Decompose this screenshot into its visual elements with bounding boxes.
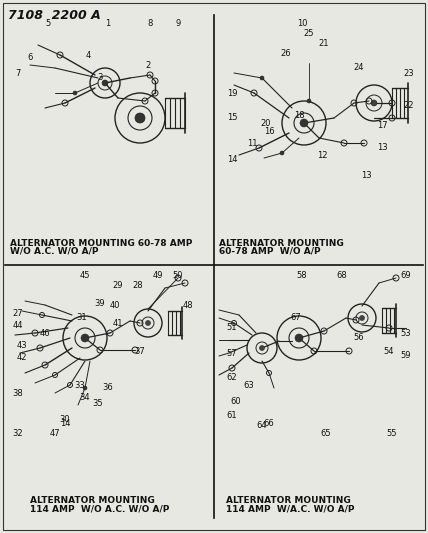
Circle shape [259, 345, 265, 351]
Circle shape [81, 334, 89, 342]
Text: 45: 45 [80, 271, 90, 279]
Text: 18: 18 [294, 110, 304, 119]
Text: 34: 34 [80, 393, 90, 402]
Text: 44: 44 [13, 320, 23, 329]
Text: ALTERNATOR MOUNTING: ALTERNATOR MOUNTING [219, 239, 344, 248]
Text: 42: 42 [17, 353, 27, 362]
Text: 23: 23 [404, 69, 414, 77]
Text: 47: 47 [50, 429, 60, 438]
Text: 10: 10 [297, 19, 307, 28]
Text: 62: 62 [227, 374, 237, 383]
Text: 14: 14 [60, 418, 70, 427]
Text: 16: 16 [264, 126, 274, 135]
Circle shape [83, 386, 87, 390]
Text: 55: 55 [387, 429, 397, 438]
Text: 13: 13 [377, 143, 387, 152]
Circle shape [307, 99, 311, 103]
Text: 48: 48 [183, 301, 193, 310]
Text: 19: 19 [227, 88, 237, 98]
Text: 14: 14 [227, 156, 237, 165]
Text: 12: 12 [317, 150, 327, 159]
Text: 24: 24 [354, 63, 364, 72]
Text: 114 AMP  W/O A.C. W/O A/P: 114 AMP W/O A.C. W/O A/P [30, 504, 169, 513]
Text: 50: 50 [173, 271, 183, 279]
Text: 66: 66 [264, 418, 274, 427]
Text: 65: 65 [321, 429, 331, 438]
Text: 35: 35 [93, 399, 103, 408]
Text: 60-78 AMP  W/O A/P: 60-78 AMP W/O A/P [219, 246, 321, 255]
Circle shape [280, 151, 284, 155]
Text: 15: 15 [227, 114, 237, 123]
Text: 53: 53 [401, 328, 411, 337]
Text: 67: 67 [291, 313, 301, 322]
Text: 2: 2 [146, 61, 151, 69]
Text: 32: 32 [13, 429, 23, 438]
Text: 40: 40 [110, 301, 120, 310]
Text: 13: 13 [361, 171, 372, 180]
Text: 54: 54 [384, 346, 394, 356]
Text: ALTERNATOR MOUNTING 60-78 AMP: ALTERNATOR MOUNTING 60-78 AMP [10, 239, 192, 248]
Text: 9: 9 [175, 19, 181, 28]
Text: 3: 3 [97, 74, 103, 83]
Text: 6: 6 [27, 53, 33, 62]
Text: 51: 51 [227, 324, 237, 333]
Circle shape [146, 320, 151, 326]
Text: W/O A.C. W/O A/P: W/O A.C. W/O A/P [10, 246, 98, 255]
Text: 31: 31 [77, 313, 87, 322]
Text: 22: 22 [404, 101, 414, 109]
Circle shape [371, 100, 377, 106]
Text: 39: 39 [95, 298, 105, 308]
Text: 61: 61 [227, 410, 237, 419]
Text: 56: 56 [354, 334, 364, 343]
Text: 36: 36 [103, 384, 113, 392]
Text: 1: 1 [105, 19, 110, 28]
Text: ALTERNATOR MOUNTING: ALTERNATOR MOUNTING [226, 496, 351, 505]
Circle shape [135, 113, 145, 123]
Circle shape [360, 316, 365, 320]
Text: 5: 5 [45, 19, 51, 28]
Text: 38: 38 [12, 389, 24, 398]
Text: 49: 49 [153, 271, 163, 279]
Text: 20: 20 [261, 118, 271, 127]
Circle shape [260, 76, 264, 80]
Text: 21: 21 [319, 38, 329, 47]
Text: 43: 43 [17, 341, 27, 350]
Text: 28: 28 [133, 280, 143, 289]
Text: 30: 30 [59, 416, 70, 424]
Text: 25: 25 [304, 28, 314, 37]
Text: 63: 63 [244, 381, 254, 390]
Text: 7: 7 [15, 69, 21, 77]
Text: 37: 37 [135, 346, 146, 356]
Circle shape [102, 80, 108, 86]
Circle shape [300, 119, 308, 127]
Text: 27: 27 [13, 309, 23, 318]
Text: 17: 17 [377, 120, 387, 130]
Text: 60: 60 [231, 397, 241, 406]
Text: 68: 68 [337, 271, 348, 279]
Circle shape [73, 91, 77, 95]
Text: 11: 11 [247, 139, 257, 148]
Text: ALTERNATOR MOUNTING: ALTERNATOR MOUNTING [30, 496, 155, 505]
Text: 64: 64 [257, 421, 268, 430]
Text: 4: 4 [85, 51, 91, 60]
Text: 41: 41 [113, 319, 123, 327]
Text: 29: 29 [113, 280, 123, 289]
Text: 8: 8 [147, 19, 153, 28]
Text: 33: 33 [74, 381, 85, 390]
Text: 69: 69 [401, 271, 411, 279]
Circle shape [295, 334, 303, 342]
Text: 7108  2200 A: 7108 2200 A [8, 9, 101, 22]
Text: 58: 58 [297, 271, 307, 279]
Text: 57: 57 [227, 349, 237, 358]
Text: 59: 59 [401, 351, 411, 359]
Text: 26: 26 [281, 49, 291, 58]
Text: 114 AMP  W/A.C. W/O A/P: 114 AMP W/A.C. W/O A/P [226, 504, 354, 513]
Text: 46: 46 [40, 328, 51, 337]
